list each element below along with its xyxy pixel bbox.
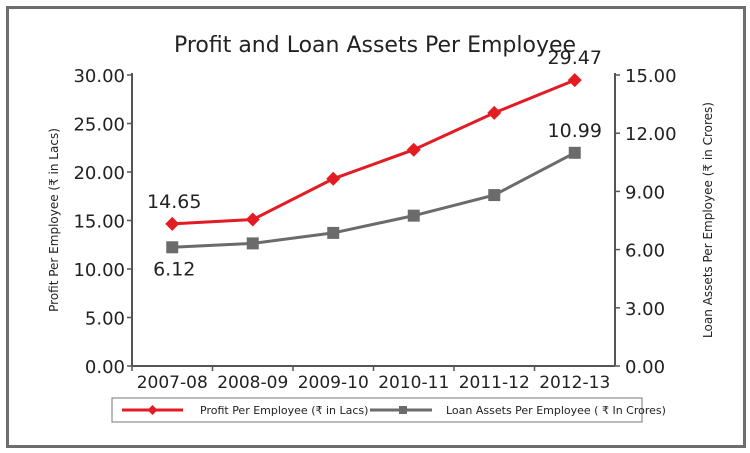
data-point-square — [166, 241, 179, 254]
data-point-square — [568, 146, 581, 159]
series-line-0 — [172, 78, 576, 226]
y-tick-label: 5.00 — [85, 309, 125, 330]
data-point-diamond — [406, 142, 421, 157]
y-tick-label: 10.00 — [73, 260, 125, 281]
y2-tick-label: 12.00 — [625, 124, 677, 145]
y-tick-label: 25.00 — [73, 115, 125, 136]
data-label: 14.65 — [147, 191, 201, 213]
x-tick-label: 2011-12 — [459, 373, 530, 393]
y-tick-label: 0.00 — [85, 357, 125, 378]
y2-tick-label: 3.00 — [625, 299, 665, 320]
data-point-square — [327, 226, 340, 239]
y2-axis-label: Loan Assets Per Employee (₹ in Crores) — [701, 102, 715, 338]
y-tick-label: 15.00 — [73, 212, 125, 233]
data-point-square — [407, 209, 420, 222]
data-point-diamond — [487, 105, 502, 120]
y-tick-label: 30.00 — [73, 66, 125, 87]
legend — [111, 397, 643, 423]
series-line-1 — [172, 151, 576, 249]
data-point-diamond — [245, 212, 260, 227]
x-tick-label: 2010-11 — [378, 373, 449, 393]
data-point-diamond — [326, 171, 341, 186]
data-label: 6.12 — [153, 258, 195, 280]
data-label: 10.99 — [548, 120, 602, 142]
data-point-diamond — [567, 73, 582, 88]
legend-label: Loan Assets Per Employee ( ₹ In Crores) — [446, 404, 666, 417]
y2-tick-label: 9.00 — [625, 182, 665, 203]
y2-tick-label: 6.00 — [625, 241, 665, 262]
legend-square-icon — [399, 406, 407, 414]
data-point-square — [488, 189, 501, 202]
data-point-square — [246, 237, 259, 250]
legend-diamond-icon — [147, 405, 158, 415]
legend-label: Profit Per Employee (₹ in Lacs) — [200, 404, 368, 417]
x-tick-label: 2008-09 — [217, 373, 288, 393]
x-tick-label: 2007-08 — [137, 373, 208, 393]
chart-frame — [6, 6, 746, 448]
y-tick-label: 20.00 — [73, 163, 125, 184]
chart-title: Profit and Loan Assets Per Employee — [174, 33, 576, 58]
y2-tick-label: 15.00 — [625, 66, 677, 87]
y-axis-label: Profit Per Employee (₹ in Lacs) — [47, 128, 61, 312]
data-label: 29.47 — [548, 47, 602, 69]
x-tick-label: 2009-10 — [298, 373, 369, 393]
x-tick-label: 2012-13 — [539, 373, 610, 393]
data-point-diamond — [165, 216, 180, 231]
y2-tick-label: 0.00 — [625, 357, 665, 378]
